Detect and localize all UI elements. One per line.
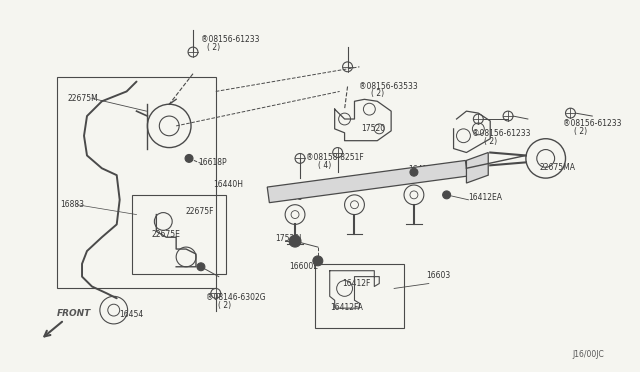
Text: ( 2): ( 2) — [484, 137, 497, 146]
Text: ( 2): ( 2) — [207, 43, 220, 52]
Text: ( 2): ( 2) — [575, 127, 588, 136]
Text: 16412F: 16412F — [342, 279, 371, 288]
Polygon shape — [467, 153, 488, 183]
Bar — [57, 77, 216, 288]
Text: ®08156-61233: ®08156-61233 — [472, 129, 531, 138]
Text: ®08146-6302G: ®08146-6302G — [206, 294, 266, 302]
Text: ®08158-8251F: ®08158-8251F — [306, 154, 364, 163]
Text: 22675E: 22675E — [152, 230, 180, 239]
Text: 16412FA: 16412FA — [330, 303, 363, 312]
Text: J16/00JC: J16/00JC — [572, 350, 604, 359]
Text: 17520U: 17520U — [273, 193, 303, 202]
Text: 16412EA: 16412EA — [408, 165, 442, 174]
Text: 22675M: 22675M — [67, 94, 98, 103]
Circle shape — [313, 256, 323, 266]
Bar — [132, 195, 226, 274]
Text: ( 4): ( 4) — [318, 161, 331, 170]
Circle shape — [185, 154, 193, 162]
Circle shape — [410, 168, 418, 176]
Text: FRONT: FRONT — [57, 309, 92, 318]
Text: 16454: 16454 — [120, 310, 144, 319]
Circle shape — [443, 191, 451, 199]
Text: 16412EA: 16412EA — [468, 193, 502, 202]
Circle shape — [289, 235, 301, 247]
Text: 22675MA: 22675MA — [540, 163, 576, 172]
Text: ®08156-61233: ®08156-61233 — [563, 119, 621, 128]
Text: 17520: 17520 — [362, 124, 385, 133]
Text: 22675F: 22675F — [185, 207, 214, 216]
Polygon shape — [268, 160, 467, 203]
Text: 16618P: 16618P — [198, 158, 227, 167]
Text: 16883: 16883 — [60, 200, 84, 209]
Text: ®08156-61233: ®08156-61233 — [201, 35, 259, 44]
Text: 16440H: 16440H — [213, 180, 243, 189]
Circle shape — [197, 263, 205, 271]
Text: 17520J: 17520J — [275, 234, 301, 243]
Text: 16603: 16603 — [426, 271, 450, 280]
Text: 16600E: 16600E — [289, 262, 318, 271]
Text: ®08156-63533: ®08156-63533 — [360, 81, 418, 91]
Bar — [315, 264, 404, 328]
Text: ( 2): ( 2) — [218, 301, 231, 310]
Text: ( 2): ( 2) — [371, 89, 385, 99]
